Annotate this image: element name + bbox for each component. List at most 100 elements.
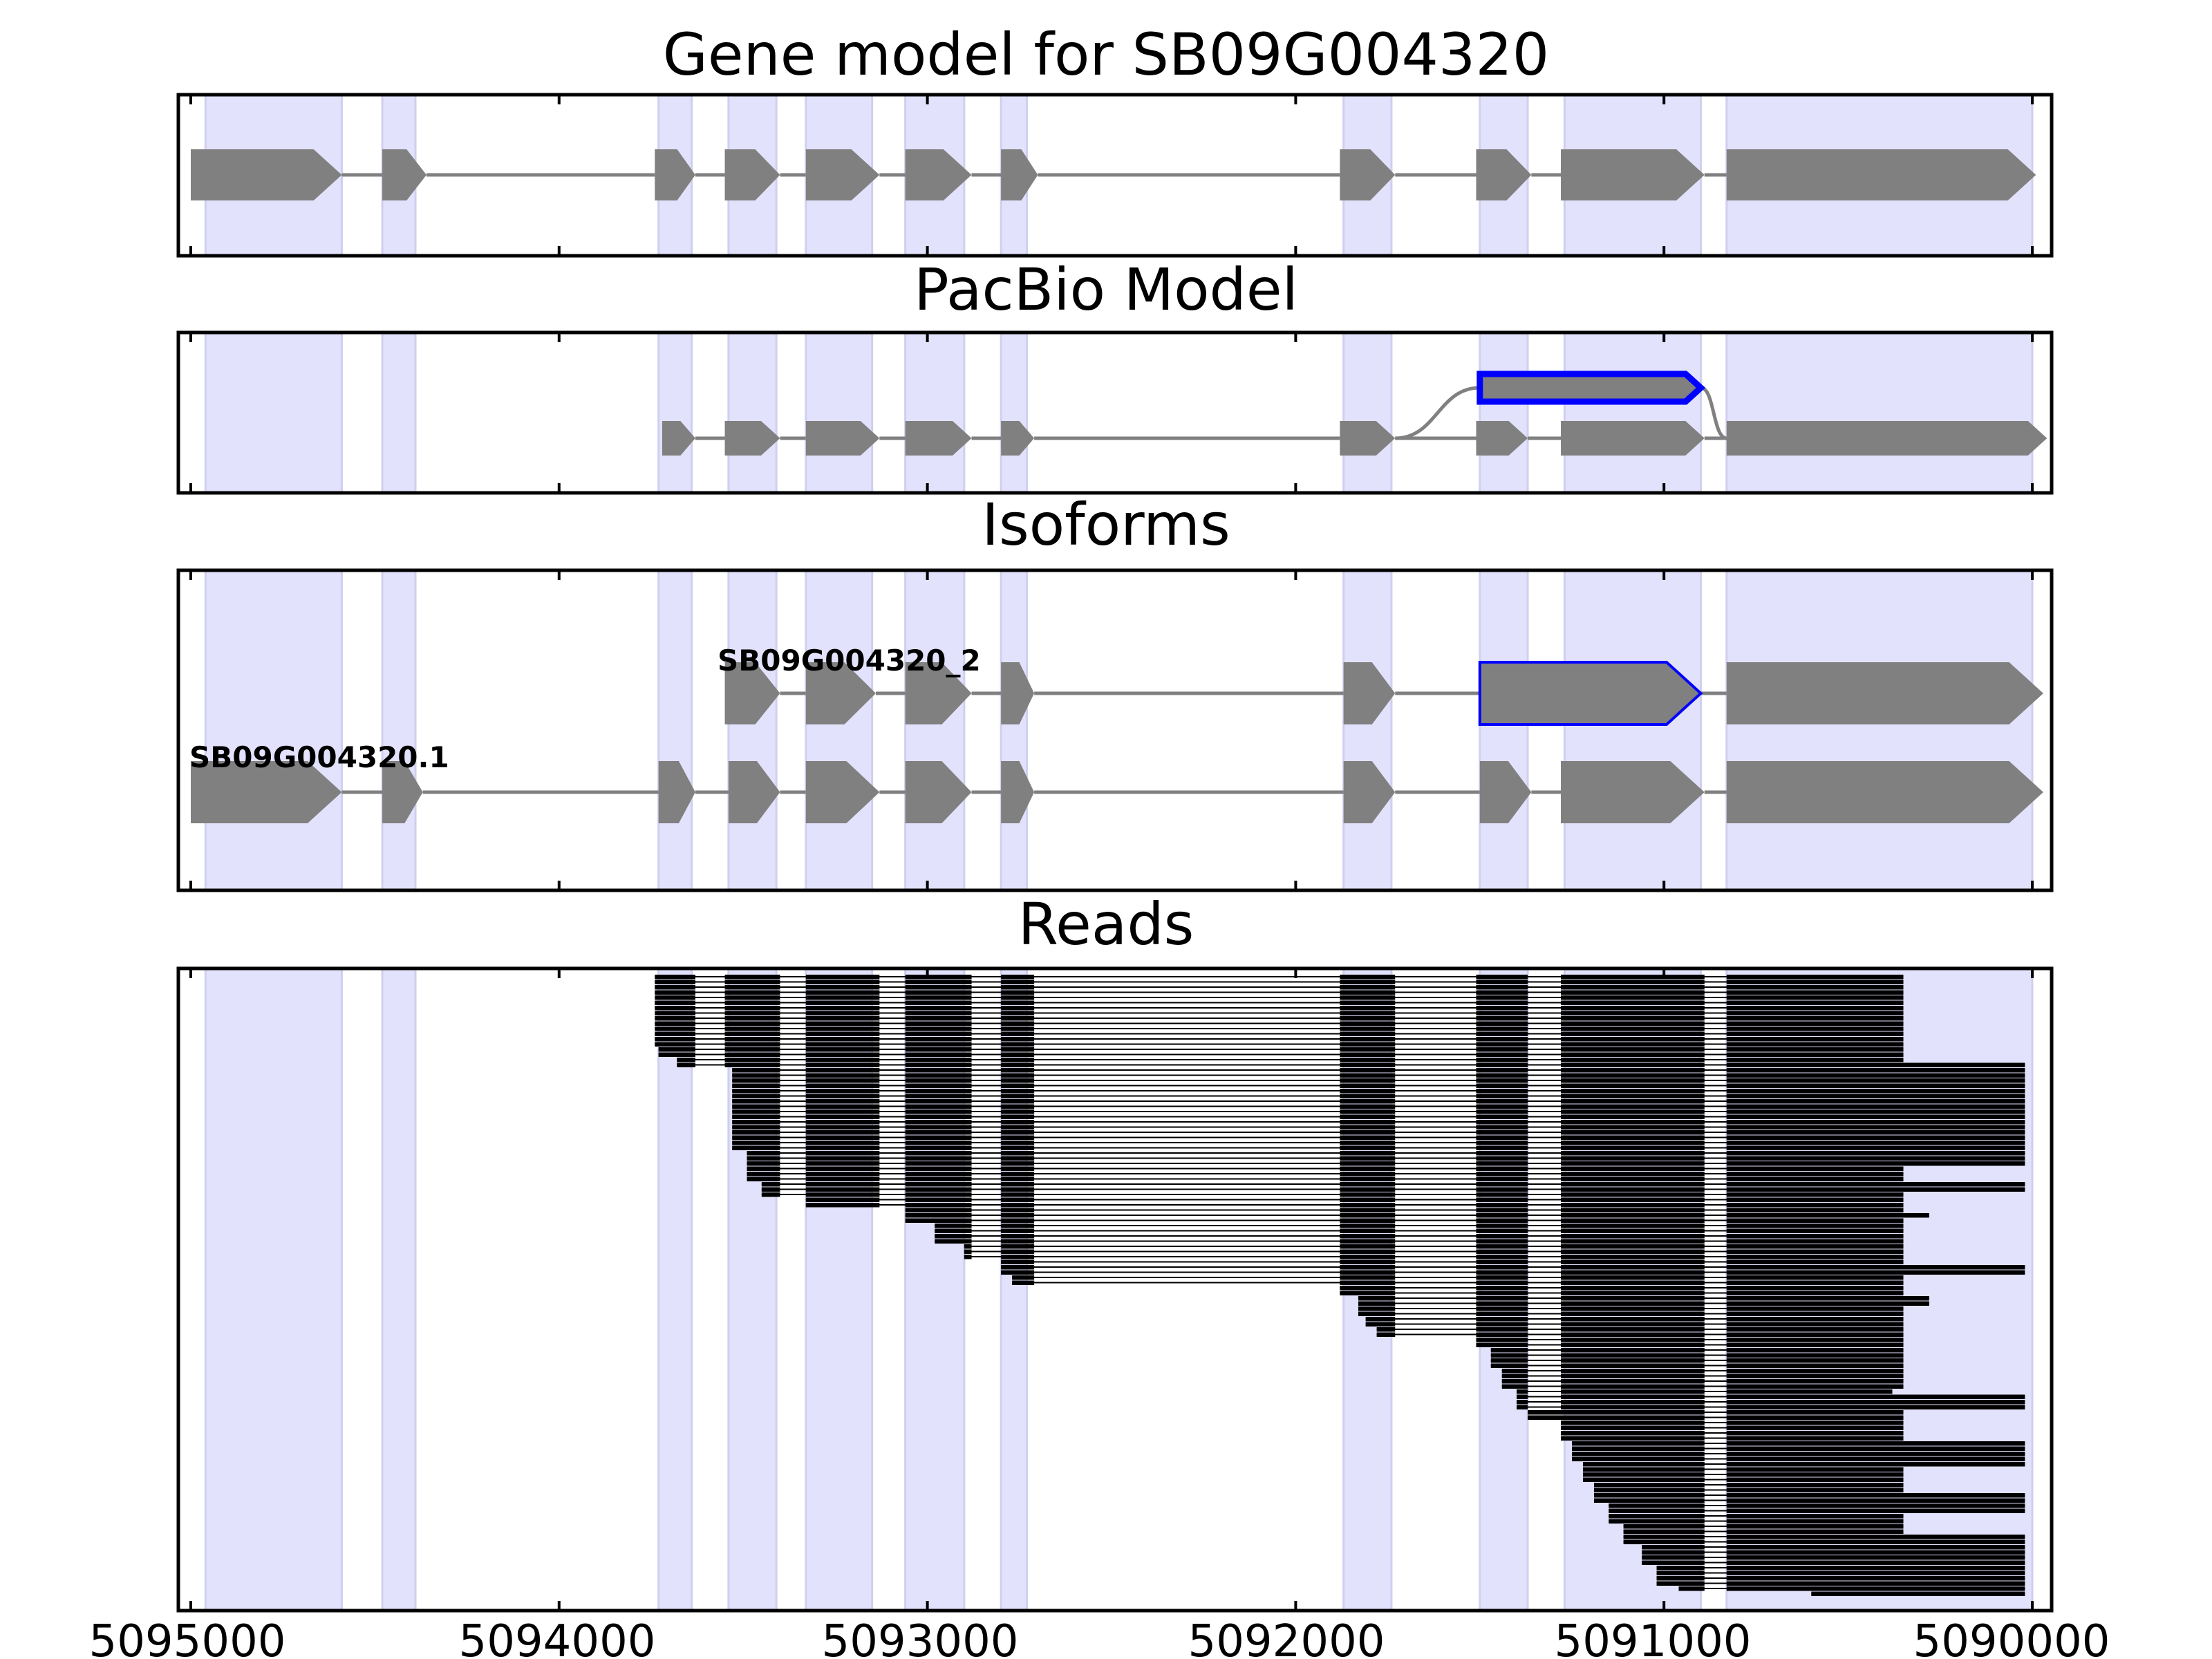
read-block: [1476, 1280, 1528, 1285]
read-block: [1001, 1125, 1035, 1130]
read-block: [1726, 1000, 1904, 1005]
read-block: [1001, 1224, 1035, 1228]
read-block: [1609, 1508, 1705, 1513]
read-block: [1476, 1187, 1528, 1192]
isoform-exon: [1726, 761, 2043, 823]
read-block: [905, 1016, 972, 1021]
exon-feature: [1340, 421, 1396, 456]
read-block: [805, 980, 880, 984]
read-block: [1476, 1203, 1528, 1208]
read-block: [1561, 1358, 1705, 1363]
read-block: [1340, 1192, 1396, 1197]
read-block: [724, 1016, 780, 1021]
read-block: [1476, 1177, 1528, 1181]
read-block: [1726, 1369, 1904, 1374]
read-block: [1561, 1037, 1705, 1042]
read-block: [1001, 1208, 1035, 1212]
read-block: [935, 1224, 972, 1228]
read-block: [964, 1249, 972, 1254]
isoform-exon: [1001, 662, 1035, 724]
read-block: [1001, 1244, 1035, 1249]
read-block: [1726, 1099, 2025, 1104]
read-block: [1476, 1332, 1528, 1337]
read-block: [1340, 1094, 1396, 1098]
read-block: [655, 990, 695, 995]
read-block: [1340, 1177, 1396, 1181]
read-block: [805, 1042, 880, 1047]
read-block: [1561, 1058, 1705, 1062]
read-block: [1501, 1369, 1528, 1374]
read-block: [1726, 1259, 1904, 1264]
read-block: [1561, 1125, 1705, 1130]
read-block: [1476, 1089, 1528, 1094]
read-block: [1726, 995, 1904, 1000]
x-tick-label: 5091000: [1554, 1616, 1751, 1659]
read-block: [1001, 1166, 1035, 1171]
read-block: [1561, 1259, 1705, 1264]
read-block: [1476, 1286, 1528, 1291]
read-block: [658, 1047, 695, 1052]
read-block: [1561, 1130, 1705, 1135]
read-block: [1476, 1104, 1528, 1109]
read-block: [1726, 975, 1904, 980]
read-block: [805, 1125, 880, 1130]
read-block: [1001, 1182, 1035, 1187]
read-block: [1001, 1062, 1035, 1067]
read-block: [1001, 1228, 1035, 1233]
read-block: [1476, 1094, 1528, 1098]
read-block: [1001, 1099, 1035, 1104]
read-block: [1726, 1052, 1904, 1057]
read-block: [1001, 990, 1035, 995]
read-block: [1726, 1342, 1904, 1347]
read-block: [761, 1182, 780, 1187]
read-block: [1561, 1145, 1705, 1150]
read-block: [1726, 1456, 2025, 1461]
read-block: [1572, 1456, 1705, 1461]
read-block: [1340, 1114, 1396, 1119]
read-block: [805, 1099, 880, 1104]
isoform-exon: [1479, 761, 1532, 823]
exon-feature: [1561, 421, 1705, 456]
read-block: [1726, 1068, 2025, 1073]
read-block: [805, 1047, 880, 1052]
read-block: [1340, 980, 1396, 984]
read-block: [1340, 995, 1396, 1000]
read-block: [1726, 1042, 1904, 1047]
read-block: [1476, 1109, 1528, 1114]
read-block: [1001, 1031, 1035, 1036]
read-block: [1476, 1192, 1528, 1197]
read-block: [905, 1031, 972, 1036]
read-block: [732, 1099, 780, 1104]
exon-band: [904, 569, 966, 892]
read-block: [724, 1058, 780, 1062]
read-block: [1340, 1145, 1396, 1150]
read-block: [1726, 1576, 2025, 1581]
read-block: [1726, 1338, 1904, 1342]
read-block: [1561, 1166, 1705, 1171]
read-block: [1340, 1280, 1396, 1285]
read-block: [905, 1099, 972, 1104]
read-block: [1340, 990, 1396, 995]
read-block: [732, 1089, 780, 1094]
read-block: [1476, 1027, 1528, 1031]
read-block: [655, 1031, 695, 1036]
isoforms-panel: [176, 568, 2054, 892]
read-block: [1726, 1172, 1904, 1177]
read-block: [905, 1089, 972, 1094]
read-block: [1726, 1244, 1904, 1249]
read-block: [1561, 1068, 1705, 1073]
read-block: [747, 1156, 780, 1161]
read-block: [805, 1156, 880, 1161]
read-block: [1561, 1135, 1705, 1140]
read-block: [1561, 1332, 1705, 1337]
read-block: [905, 1068, 972, 1073]
read-block: [1572, 1446, 1705, 1451]
read-block: [655, 1037, 695, 1042]
read-block: [1476, 1052, 1528, 1057]
read-block: [1476, 1275, 1528, 1280]
read-block: [1490, 1358, 1528, 1363]
read-block: [724, 980, 780, 984]
read-block: [1001, 1058, 1035, 1062]
exon-band: [805, 331, 874, 494]
isoform-exon-highlighted: [1478, 661, 1703, 726]
